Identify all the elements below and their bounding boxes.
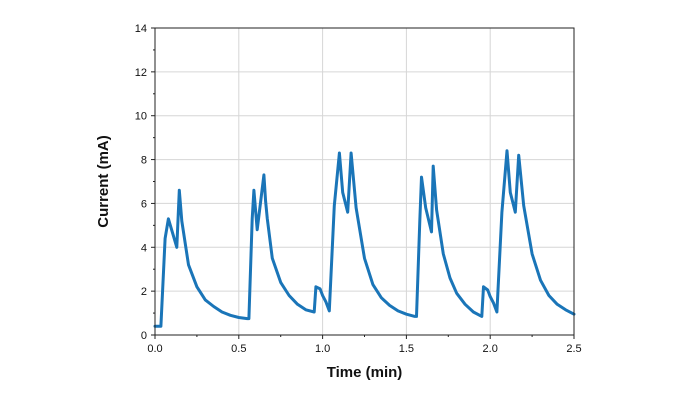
y-tick-label: 8 (141, 155, 147, 167)
y-tick-label: 0 (141, 330, 147, 342)
y-tick-label: 2 (141, 286, 147, 298)
x-tick-label: 1.5 (399, 343, 414, 355)
y-tick-label: 4 (141, 242, 147, 254)
x-tick-label: 1.0 (315, 343, 330, 355)
y-tick-label: 12 (135, 67, 147, 79)
grid (155, 28, 574, 335)
y-tick-label: 10 (135, 111, 147, 123)
y-tick-label: 14 (135, 23, 147, 35)
x-tick-label: 2.0 (483, 343, 498, 355)
x-tick-label: 0.0 (147, 343, 162, 355)
series-line-1 (153, 149, 576, 328)
y-axis-label: Current (mA) (95, 135, 112, 228)
plot-frame (154, 27, 575, 336)
series-layer (153, 149, 576, 328)
y-tick-label: 6 (141, 198, 147, 210)
x-axis-label: Time (min) (327, 364, 403, 381)
x-tick-label: 2.5 (566, 343, 581, 355)
ticks: 0.0 0.5 1.0 1.5 2.0 2.5 0 2 4 6 8 10 12 14 (135, 23, 582, 355)
x-tick-label: 0.5 (231, 343, 246, 355)
